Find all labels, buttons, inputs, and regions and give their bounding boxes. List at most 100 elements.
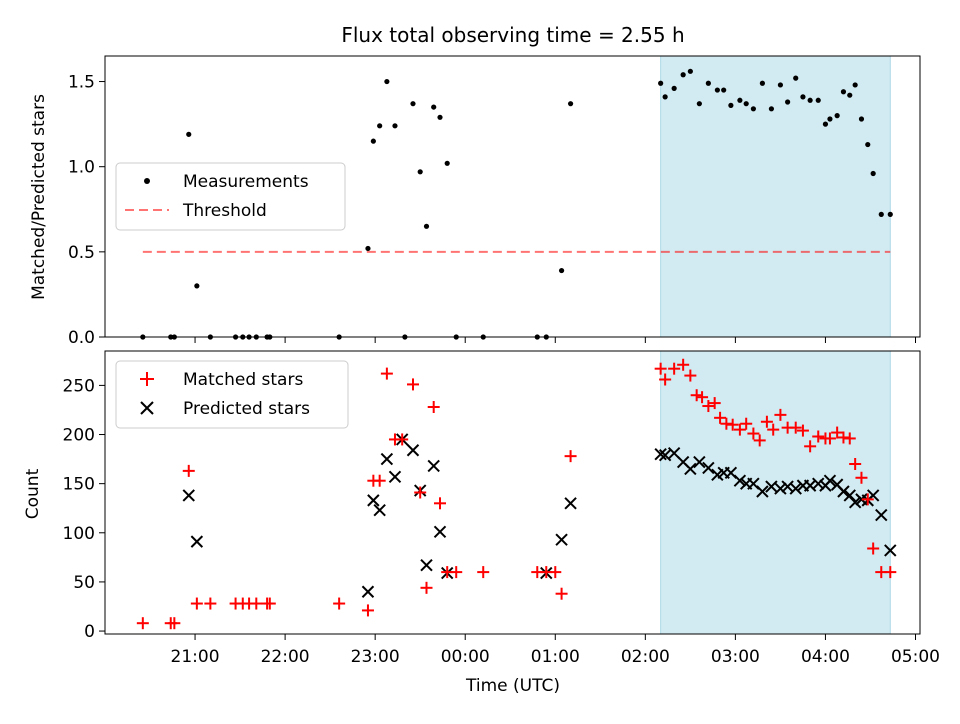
matched-point bbox=[753, 434, 766, 447]
bottom-axes-frame bbox=[104, 350, 921, 635]
predicted-point bbox=[654, 447, 667, 461]
measurement-point bbox=[847, 92, 853, 98]
predicted-stars-series bbox=[182, 433, 897, 598]
measurement-point bbox=[743, 101, 749, 107]
measurement-point bbox=[800, 94, 806, 100]
matched-point bbox=[564, 450, 577, 463]
top-y-axis-label: Matched/Predicted stars bbox=[29, 94, 49, 300]
matched-point bbox=[708, 397, 721, 410]
matched-point bbox=[420, 581, 433, 594]
measurement-point bbox=[777, 82, 784, 88]
measurement-point bbox=[705, 80, 711, 86]
predicted-point bbox=[388, 470, 402, 483]
predicted-point bbox=[433, 525, 447, 539]
legend-predicted-label: Predicted stars bbox=[183, 399, 310, 419]
matched-point bbox=[849, 458, 862, 471]
matched-point bbox=[361, 604, 374, 617]
bottom-y-tick-label: 150 bbox=[63, 475, 95, 495]
measurement-point bbox=[840, 89, 847, 95]
predicted-point bbox=[823, 474, 837, 487]
matched-point bbox=[747, 427, 760, 440]
matched-stars-series bbox=[136, 358, 897, 630]
predicted-point bbox=[789, 482, 802, 495]
measurement-point bbox=[785, 99, 791, 105]
measurement-point bbox=[793, 75, 799, 81]
legend-matched-marker bbox=[140, 372, 154, 386]
measurement-point bbox=[822, 121, 829, 127]
matched-point bbox=[760, 415, 773, 428]
measurement-point bbox=[721, 87, 727, 93]
predicted-point bbox=[702, 461, 715, 475]
legend-threshold-label: Threshold bbox=[182, 201, 267, 221]
measurement-point bbox=[431, 104, 437, 110]
measurement-point bbox=[827, 116, 833, 122]
top-y-axis: 0.0 0.5 1.0 1.5 bbox=[68, 73, 105, 348]
top-y-tick-label: 1.5 bbox=[68, 73, 95, 93]
measurement-point bbox=[807, 97, 813, 103]
predicted-point bbox=[848, 496, 862, 509]
matched-point bbox=[861, 493, 874, 506]
bottom-x-tick-label: 21:00 bbox=[171, 647, 220, 667]
matched-point bbox=[406, 378, 419, 391]
matched-point bbox=[812, 430, 825, 443]
measurement-point bbox=[417, 169, 423, 175]
predicted-point bbox=[564, 497, 577, 510]
bottom-y-tick-label: 250 bbox=[63, 376, 95, 396]
bottom-y-tick-label: 100 bbox=[63, 524, 95, 544]
bottom-x-tick-label: 03:00 bbox=[711, 647, 760, 667]
matched-point bbox=[690, 389, 703, 402]
measurement-point bbox=[658, 80, 664, 86]
measurement-point bbox=[696, 101, 702, 107]
measurement-point bbox=[714, 87, 720, 93]
measurement-point bbox=[728, 102, 734, 108]
predicted-point bbox=[373, 503, 386, 517]
measurement-point bbox=[392, 123, 398, 129]
predicted-point bbox=[427, 459, 440, 473]
predicted-point bbox=[361, 585, 375, 598]
matched-point bbox=[136, 617, 149, 630]
matched-point bbox=[190, 597, 203, 610]
bottom-y-tick-label: 50 bbox=[73, 573, 95, 593]
matched-point bbox=[796, 424, 809, 437]
predicted-point bbox=[837, 485, 850, 498]
measurement-point bbox=[768, 106, 775, 112]
bottom-x-axis: 21:00 22:00 23:00 00:00 01:00 02:00 03:00 04:00… bbox=[171, 634, 940, 667]
predicted-point bbox=[756, 485, 769, 498]
measurement-point bbox=[384, 78, 390, 85]
predicted-point bbox=[884, 544, 897, 557]
measurement-point bbox=[737, 97, 743, 103]
measurement-point bbox=[858, 116, 865, 122]
measurement-point bbox=[194, 283, 200, 289]
measurement-point bbox=[815, 97, 821, 103]
bottom-x-tick-label: 00:00 bbox=[441, 647, 490, 667]
predicted-point bbox=[812, 477, 825, 490]
matched-point bbox=[767, 423, 780, 436]
predicted-point bbox=[733, 474, 747, 487]
predicted-point bbox=[380, 452, 394, 466]
measurement-point bbox=[759, 80, 766, 86]
matched-point bbox=[168, 617, 181, 630]
matched-point bbox=[677, 358, 690, 371]
top-panel: 0.0 0.5 1.0 1.5 Matched/Predicted stars Mea… bbox=[29, 55, 921, 348]
matched-point bbox=[204, 597, 217, 610]
matched-point bbox=[450, 566, 463, 579]
predicted-point bbox=[693, 455, 706, 469]
matched-point bbox=[668, 362, 681, 375]
predicted-point bbox=[875, 508, 888, 522]
matched-point bbox=[659, 373, 672, 386]
predicted-point bbox=[190, 535, 204, 548]
measurement-point bbox=[423, 223, 430, 229]
measurement-point bbox=[680, 72, 686, 78]
matched-point bbox=[789, 421, 802, 434]
bottom-panel: 0 50 100 150 200 250 21:00 22:00 23:00 00:00 01:0… bbox=[23, 350, 940, 696]
predicted-point bbox=[684, 462, 697, 476]
matched-point bbox=[726, 418, 739, 431]
bottom-y-tick-label: 200 bbox=[63, 426, 95, 446]
measurement-point bbox=[834, 113, 840, 119]
measurement-point bbox=[662, 94, 668, 100]
matched-point bbox=[733, 423, 746, 436]
matched-point bbox=[823, 432, 836, 445]
bottom-y-tick-label: 0 bbox=[84, 622, 95, 642]
matched-point bbox=[714, 411, 727, 424]
measurement-point bbox=[186, 131, 192, 137]
